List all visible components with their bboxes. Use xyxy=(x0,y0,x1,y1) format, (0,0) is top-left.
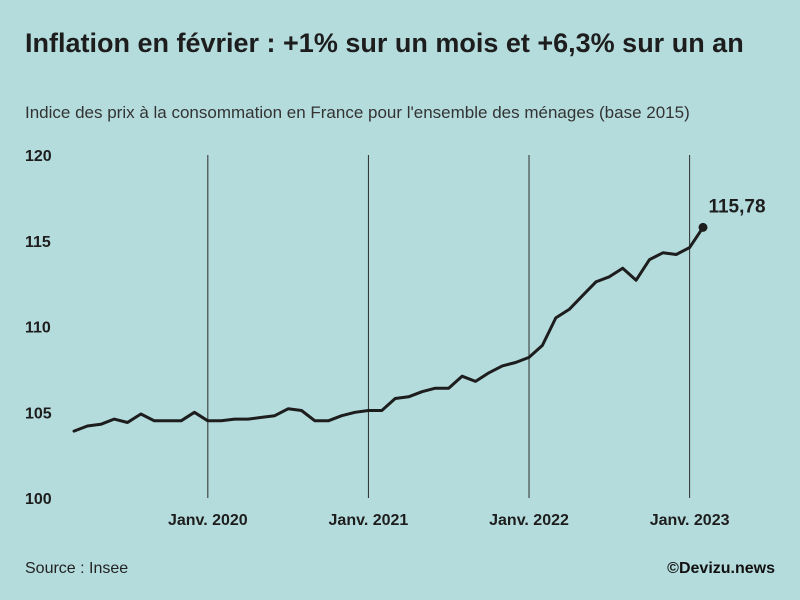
y-tick-label: 115 xyxy=(25,234,51,251)
x-tick-label: Janv. 2021 xyxy=(329,512,409,529)
credit-label: ©Devizu.news xyxy=(667,560,775,577)
x-tick-label: Janv. 2023 xyxy=(650,512,730,529)
chart-title: Inflation en février : +1% sur un mois e… xyxy=(25,28,744,58)
last-value-label: 115,78 xyxy=(708,196,765,217)
y-tick-label: 120 xyxy=(25,148,52,165)
cpi-series-line xyxy=(72,225,705,433)
y-tick-label: 100 xyxy=(25,491,52,508)
source-note: Source : Insee xyxy=(25,560,129,577)
x-tick-label: Janv. 2022 xyxy=(489,512,569,529)
x-tick-label: Janv. 2020 xyxy=(168,512,248,529)
last-data-point xyxy=(698,222,708,232)
y-tick-label: 105 xyxy=(25,405,52,422)
y-tick-label: 110 xyxy=(25,320,51,337)
chart-subtitle: Indice des prix à la consommation en Fra… xyxy=(25,103,690,122)
